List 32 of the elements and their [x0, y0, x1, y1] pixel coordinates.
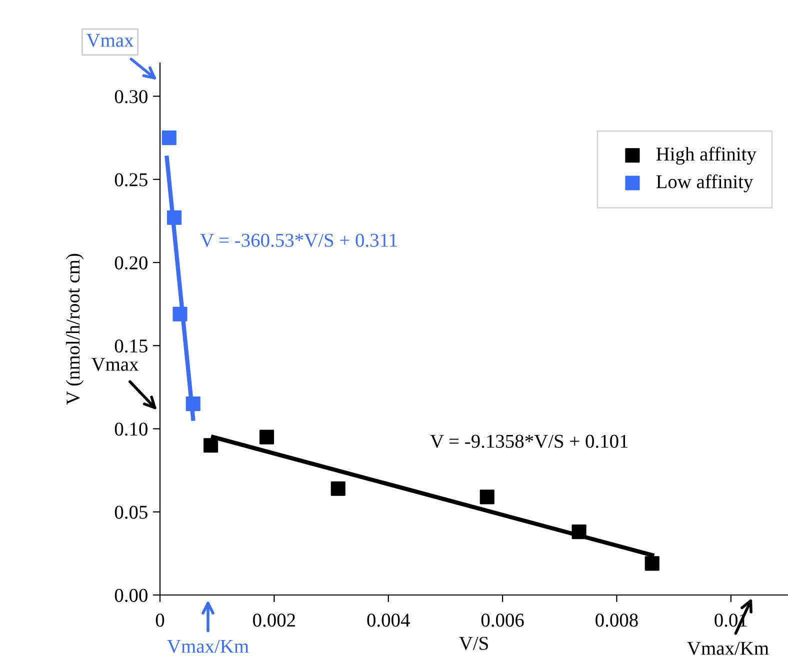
y-tick-label: 0.00 — [114, 588, 148, 602]
x-tick-label: 0 — [156, 614, 164, 627]
point — [166, 210, 182, 225]
x-axis-title: V/S — [459, 636, 488, 650]
y-tick-label: 0.15 — [114, 339, 148, 353]
legend-label: Low affinity — [656, 174, 754, 192]
y-tick-label: 0.25 — [114, 173, 148, 186]
point — [172, 306, 188, 322]
point — [644, 556, 660, 571]
y-tick-label: 0.30 — [114, 90, 148, 104]
point — [330, 481, 346, 496]
y-axis-title: V (nmol/h/root cm) — [66, 254, 84, 405]
point — [186, 396, 200, 412]
text: Vmax/Km — [167, 640, 249, 653]
x-tick-label: 0.006 — [481, 614, 524, 627]
x-tick-label: 0.002 — [253, 614, 295, 627]
annotation: V = -9.1358*V/S + 0.101 — [430, 434, 628, 448]
y-tick-label: 0.05 — [114, 506, 148, 519]
y-tick-label: 0.10 — [114, 422, 148, 436]
point — [572, 524, 586, 540]
annotation: V = -360.53*V/S + 0.311 — [200, 234, 397, 247]
text: Vmax/Km — [687, 642, 769, 655]
text: Vmax — [86, 34, 134, 47]
text: Vmax — [91, 358, 139, 371]
y-tick-label: 0.20 — [114, 256, 148, 270]
point — [259, 430, 274, 444]
point — [162, 130, 176, 146]
x-tick-label: 0.008 — [596, 614, 638, 627]
legend-label: High affinity — [656, 146, 756, 165]
point — [480, 490, 494, 504]
x-tick-label: 0.004 — [367, 614, 410, 627]
point — [204, 438, 218, 453]
